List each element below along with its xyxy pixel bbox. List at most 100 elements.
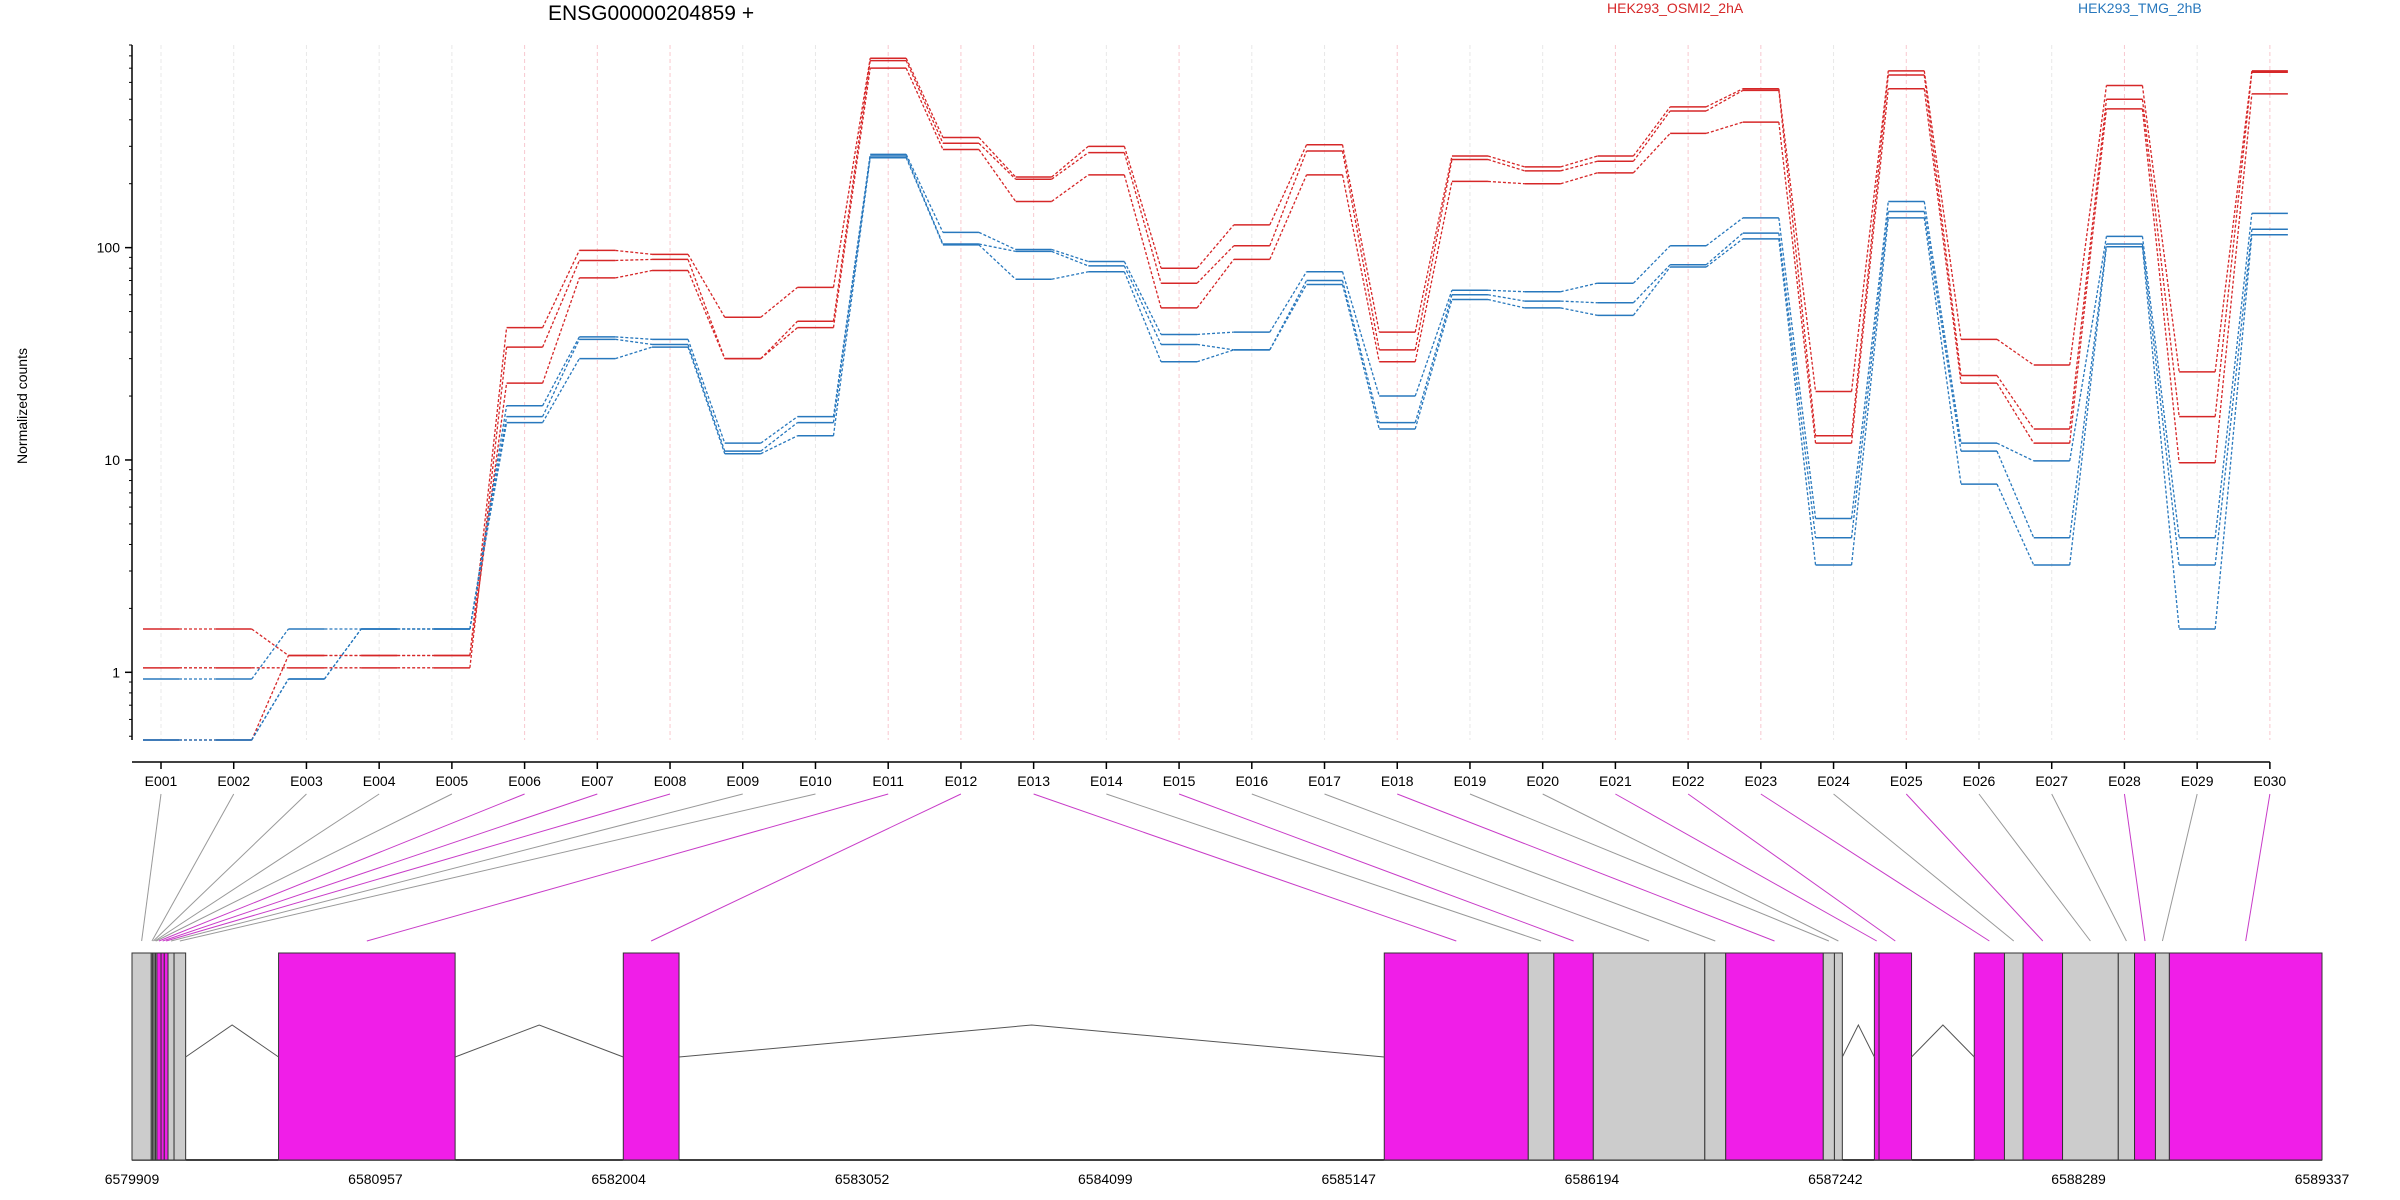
connector-line: [1469, 793, 1830, 942]
series-transition: [2214, 234, 2253, 630]
series-transition: [1051, 145, 1089, 178]
series-transition: [2069, 243, 2108, 538]
exon-bin: [163, 952, 169, 1161]
genomic-tick-label: 6579909: [105, 1171, 160, 1187]
series-transition: [1487, 294, 1525, 302]
series-transition: [2069, 99, 2108, 430]
genomic-tick-label: 6585147: [1321, 1171, 1376, 1187]
series-transition: [1269, 280, 1308, 351]
series-transition: [1196, 349, 1235, 363]
series-transition: [615, 269, 653, 279]
exon-bin: [131, 952, 152, 1161]
series-transition: [1123, 271, 1162, 363]
series-transition: [1414, 290, 1453, 397]
connector-line: [1178, 793, 1574, 942]
chart-title: ENSG00000204859 +: [548, 2, 755, 25]
series-transition: [1632, 106, 1671, 157]
y-tick-label: 10: [104, 452, 120, 468]
series-transition: [1996, 483, 2035, 566]
series-transition: [1705, 232, 1744, 266]
series-transition: [978, 149, 1017, 202]
x-tick-label: E015: [1163, 773, 1196, 789]
series-1: [143, 59, 2288, 669]
series-transition: [1778, 88, 1817, 392]
connector-line: [2161, 793, 2198, 942]
genomic-tick-label: 6582004: [591, 1171, 646, 1187]
series-transition: [1269, 174, 1308, 260]
x-tick-label: E026: [1963, 773, 1996, 789]
series-transition: [1850, 88, 1889, 444]
connector-line: [166, 793, 671, 942]
series-transition: [978, 231, 1016, 251]
series-transition: [2214, 229, 2253, 566]
genomic-tick-label: 6587242: [1808, 1171, 1863, 1187]
series-transition: [1923, 88, 1962, 384]
exon-bin: [1527, 952, 1555, 1161]
series-transition: [760, 435, 798, 455]
exon-bin: [2117, 952, 2136, 1161]
series-transition: [1560, 172, 1598, 185]
y-tick-label: 1: [112, 664, 120, 680]
connector-line: [2051, 793, 2127, 942]
exon-connector-lines: [141, 793, 2271, 942]
exon-bin: [1822, 952, 1835, 1161]
series-transition: [542, 260, 580, 348]
connector-line: [1615, 793, 1877, 942]
series-transition: [978, 244, 1017, 280]
series-transition: [2069, 246, 2108, 566]
connector-line: [1760, 793, 1990, 942]
genomic-tick-label: 6586194: [1565, 1171, 1620, 1187]
legend-entry-tmg: HEK293_TMG_2hB: [2078, 0, 2202, 16]
exon-bin: [622, 952, 680, 1161]
series-transition: [1341, 144, 1380, 333]
series-transition: [1923, 201, 1962, 444]
series-transition: [2141, 236, 2180, 538]
series-transition: [251, 678, 289, 741]
connector-line: [141, 793, 162, 942]
series-transition: [1414, 159, 1453, 350]
exon-bin: [1873, 952, 1880, 1161]
series-transition: [542, 339, 580, 417]
exon-bin: [2154, 952, 2170, 1161]
exon-bin: [278, 952, 456, 1161]
x-tick-label: E012: [945, 773, 978, 789]
series-transition: [1341, 280, 1380, 423]
series-transition: [2214, 70, 2253, 372]
connector-line: [158, 793, 525, 942]
x-tick-label: E029: [2181, 773, 2214, 789]
x-tick-label: E008: [654, 773, 687, 789]
series-transition: [1051, 250, 1089, 267]
series-transition: [2141, 108, 2180, 463]
x-tick-label: E024: [1817, 773, 1850, 789]
series-transition: [1923, 217, 1962, 485]
series-transition: [1923, 70, 1962, 340]
series-transition: [615, 338, 653, 346]
connector-line: [1251, 793, 1650, 942]
x-tick-label: E022: [1672, 773, 1705, 789]
series-transition: [687, 270, 726, 359]
series-transition: [541, 277, 580, 384]
series-transition: [469, 422, 508, 630]
series-transition: [1269, 284, 1308, 351]
series-transition: [251, 655, 290, 741]
series-transition: [1996, 442, 2035, 462]
series-transition: [1414, 299, 1453, 430]
series-transition: [1705, 238, 1744, 268]
exon-bin: [1973, 952, 2005, 1161]
x-tick-label: E013: [1017, 773, 1050, 789]
connector-line: [1324, 793, 1716, 942]
series-transition: [1560, 307, 1598, 316]
series-transition: [832, 157, 871, 436]
series-transition: [1414, 294, 1453, 423]
series-transition: [1487, 180, 1525, 185]
series-transition: [1705, 88, 1744, 108]
x-tick-label: E017: [1308, 773, 1341, 789]
series-transition: [1051, 271, 1089, 280]
series-transition: [978, 137, 1017, 178]
series-transition: [2141, 246, 2180, 630]
series-transition: [760, 286, 798, 318]
exon-bin: [1704, 952, 1727, 1161]
connector-line: [1033, 793, 1457, 942]
series-transition: [1850, 201, 1889, 519]
series-transition: [469, 327, 508, 656]
